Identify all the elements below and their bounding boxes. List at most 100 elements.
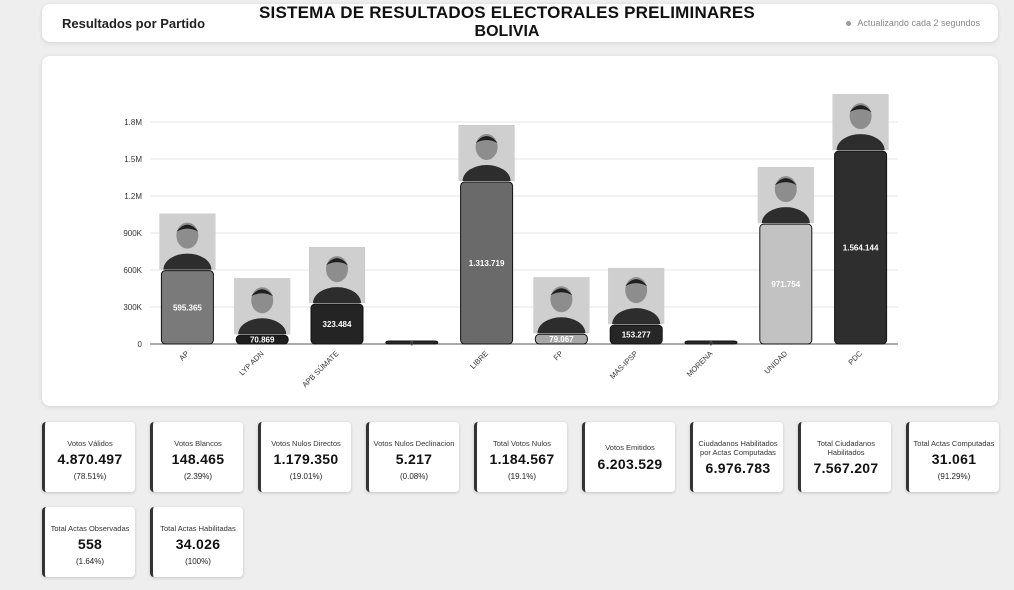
status-dot-icon	[846, 20, 852, 26]
bar-data-label: 0	[709, 342, 713, 348]
stat-value: 34.026	[175, 536, 221, 553]
bar-group: 79.067 FP	[533, 277, 590, 362]
bar	[160, 270, 214, 345]
page-title: SISTEMA DE RESULTADOS ELECTORALES PRELIM…	[259, 3, 755, 22]
stat-value: 5.217	[395, 451, 433, 468]
stat-card: Total Actas Computadas 31.061 (91.29%)	[906, 422, 999, 492]
stat-label: Total Actas Observadas	[50, 523, 130, 533]
bar-group: 323.484 APB SÚMATE	[300, 247, 365, 389]
header-bar: Resultados por Partido Actualizando cada…	[42, 4, 998, 42]
bar-group: 1.313.719 LIBRE	[458, 124, 515, 371]
stat-label: Votos Válidos	[67, 438, 113, 448]
bar-group: 70.869 LYP ADN	[234, 278, 291, 377]
stat-label: Votos Blancos	[174, 438, 222, 448]
x-tick-label: LYP ADN	[237, 349, 265, 377]
stat-percent: (100%)	[185, 557, 211, 567]
stat-percent: (91.29%)	[937, 472, 971, 482]
update-status: Actualizando cada 2 segundos	[846, 18, 980, 28]
y-tick-label: 300K	[123, 303, 142, 312]
bar	[834, 150, 888, 345]
bar-data-label: 79.067	[549, 335, 574, 344]
stat-value: 1.179.350	[273, 451, 339, 468]
person-hair-icon	[326, 258, 348, 266]
y-tick-label: 1.8M	[124, 118, 142, 127]
y-tick-label: 900K	[123, 229, 142, 238]
candidate-photo	[832, 94, 889, 151]
person-hair-icon	[849, 105, 872, 113]
candidate-photo	[234, 278, 291, 335]
stat-label: Votos Emitidos	[605, 443, 655, 453]
person-hair-icon	[550, 288, 573, 296]
person-body-icon	[313, 287, 361, 304]
bar-data-label: 323.484	[323, 320, 352, 329]
stat-percent: (19.1%)	[507, 472, 536, 482]
bar-data-label: 1.313.719	[469, 259, 505, 268]
section-title: Resultados por Partido	[62, 16, 206, 31]
stat-label: Total Votos Nulos	[493, 438, 551, 448]
y-tick-label: 0	[138, 340, 143, 349]
y-tick-label: 1.2M	[124, 192, 142, 201]
person-body-icon	[761, 207, 810, 224]
candidate-photo	[309, 247, 365, 304]
stat-label: Total Actas Computadas	[913, 438, 995, 448]
stat-label: Votos Nulos Directos	[271, 438, 341, 448]
stat-card: Total Actas Observadas 558 (1.64%)	[42, 507, 135, 577]
stat-card: Ciudadanos Habilitados por Actas Computa…	[690, 422, 783, 492]
person-hair-icon	[251, 289, 274, 297]
stat-card: Votos Blancos 148.465 (2.39%)	[150, 422, 243, 492]
stat-value: 31.061	[931, 451, 977, 468]
stat-label: Total Ciudadanos Habilitados	[817, 438, 875, 457]
stat-card: Votos Válidos 4.870.497 (78.51%)	[42, 422, 135, 492]
stat-percent: (0.08%)	[399, 472, 428, 482]
stat-value: 6.203.529	[597, 455, 663, 472]
x-tick-label: AP	[177, 349, 190, 362]
bar-data-label: 153.277	[622, 331, 651, 340]
person-hair-icon	[625, 279, 648, 287]
candidate-photo	[458, 124, 515, 181]
candidate-photo	[757, 167, 814, 224]
bar	[609, 324, 663, 345]
update-status-text: Actualizando cada 2 segundos	[857, 18, 980, 28]
stat-label: Ciudadanos Habilitados por Actas Computa…	[698, 438, 778, 457]
stat-card: Total Votos Nulos 1.184.567 (19.1%)	[474, 422, 567, 492]
y-tick-label: 1.5M	[124, 155, 142, 164]
bar	[310, 303, 364, 345]
bar-group: 153.277 MAS-IPSP	[608, 268, 665, 381]
stat-card: Total Ciudadanos Habilitados 7.567.207	[798, 422, 891, 492]
x-tick-label: MORENA	[685, 349, 715, 379]
bar	[534, 333, 588, 345]
bar	[235, 334, 289, 345]
stat-value: 558	[77, 536, 103, 553]
candidate-photo	[159, 213, 216, 270]
person-hair-icon	[176, 224, 199, 232]
stat-percent: (78.51%)	[73, 472, 107, 482]
bar-data-label: 971.754	[771, 280, 800, 289]
stat-card: Votos Nulos Directos 1.179.350 (19.01%)	[258, 422, 351, 492]
x-tick-label: UNIDAD	[763, 349, 790, 376]
candidate-photo	[533, 277, 590, 334]
stat-value: 1.184.567	[489, 451, 555, 468]
stat-value: 148.465	[171, 451, 225, 468]
person-hair-icon	[774, 178, 797, 186]
x-tick-label: LIBRE	[468, 349, 490, 371]
stat-percent: (19.01%)	[289, 472, 323, 482]
bar-data-label: 70.869	[250, 336, 275, 345]
bar	[759, 223, 813, 345]
x-tick-label: APB SÚMATE	[300, 349, 340, 389]
y-tick-label: 600K	[123, 266, 142, 275]
bar-group: 595.365 AP	[159, 213, 216, 362]
stat-label: Total Actas Habilitadas	[160, 523, 236, 533]
bar	[385, 340, 439, 345]
candidate-photo	[608, 268, 665, 325]
results-chart-card: 0 300K 600K 900K 1.2M 1.5M 1.8M 595.365 AP 70.869…	[42, 56, 998, 406]
x-tick-label: MAS-IPSP	[608, 349, 640, 381]
bar	[684, 340, 738, 345]
stat-percent: (2.39%)	[183, 472, 212, 482]
bar-group: 0	[385, 340, 439, 348]
person-body-icon	[836, 134, 885, 151]
bar-group: 1.564.144 PDC	[832, 94, 889, 367]
person-body-icon	[163, 253, 212, 270]
results-bar-chart: 0 300K 600K 900K 1.2M 1.5M 1.8M 595.365 AP 70.869…	[123, 94, 898, 389]
person-body-icon	[238, 318, 287, 335]
